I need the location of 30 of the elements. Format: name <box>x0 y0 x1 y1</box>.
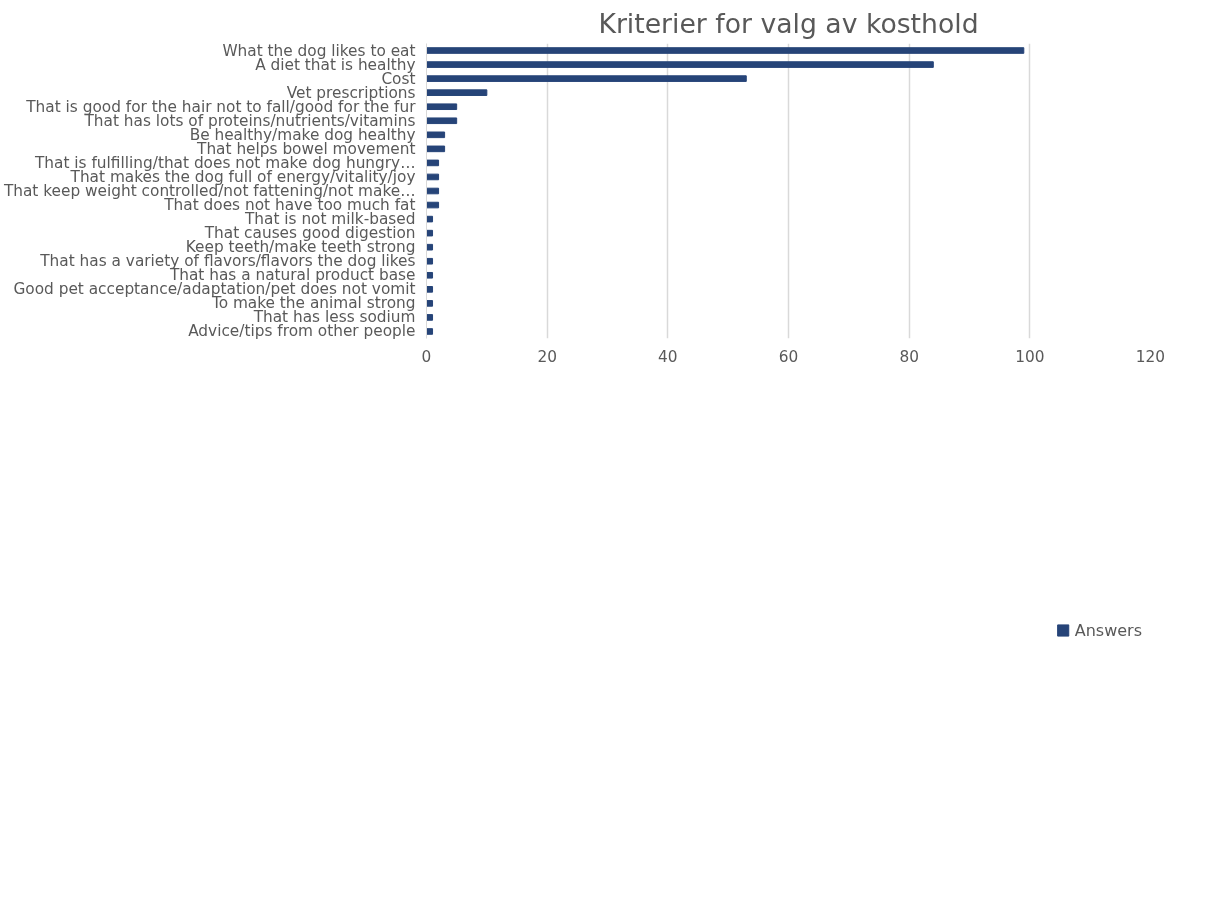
y-tick-label: Advice/tips from other people <box>188 322 416 341</box>
bar <box>426 47 1025 54</box>
bar <box>426 173 440 181</box>
bar <box>426 314 434 321</box>
bar <box>426 159 440 167</box>
bar <box>426 201 440 209</box>
x-tick-label: 100 <box>1015 347 1045 366</box>
bar <box>426 145 446 153</box>
bar <box>426 243 434 251</box>
bar <box>426 271 434 279</box>
x-tick-label: 20 <box>537 347 557 366</box>
bar <box>426 229 434 237</box>
chart-title: Kriterier for valg av kosthold <box>598 7 979 39</box>
bar <box>426 300 434 307</box>
x-tick-label: 80 <box>899 347 919 366</box>
bar <box>426 257 434 265</box>
bar <box>426 286 434 293</box>
x-tick-label: 0 <box>421 347 432 366</box>
bar <box>426 117 458 125</box>
bar <box>426 328 434 335</box>
bar <box>426 131 446 139</box>
bar <box>426 89 488 96</box>
bar <box>426 103 458 111</box>
bar <box>426 75 747 82</box>
bar <box>426 215 434 223</box>
x-tick-label: 40 <box>658 347 678 366</box>
x-tick-label: 60 <box>778 347 799 366</box>
legend-label: Answers <box>1074 620 1142 640</box>
bar <box>426 61 934 68</box>
x-tick-label: 120 <box>1135 347 1166 366</box>
